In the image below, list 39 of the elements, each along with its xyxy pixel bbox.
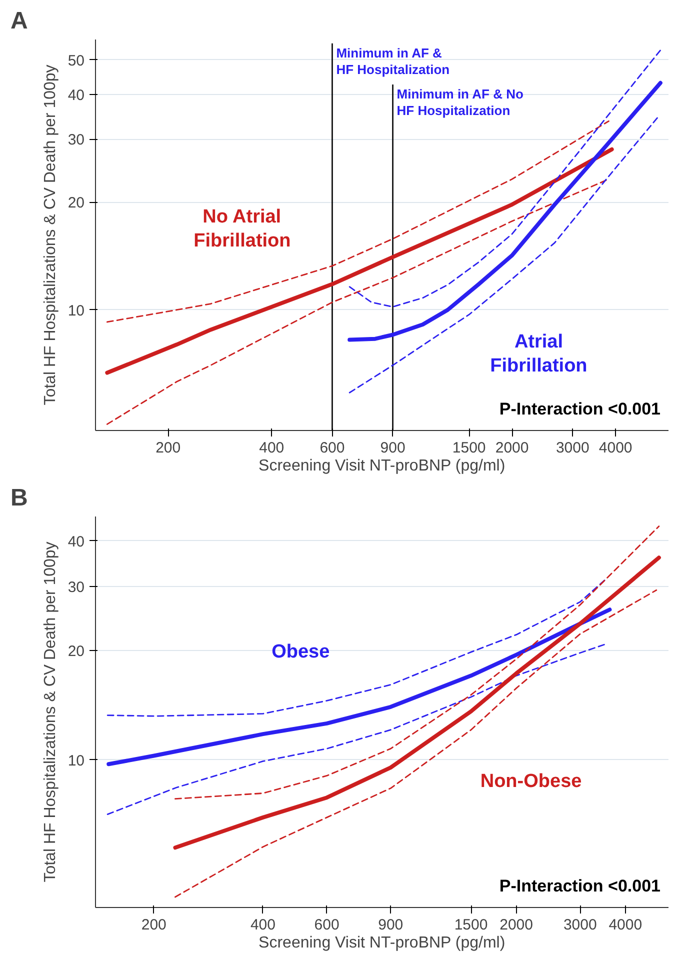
x-tick-label: 600: [320, 440, 345, 456]
ref-line-label: Minimum in AF & No HF Hospitalization: [396, 86, 524, 118]
y-tick-label: 40: [68, 87, 85, 104]
ref-line-label: Minimum in AF & HF Hospitalization: [336, 45, 450, 77]
x-tick-label: 3000: [563, 916, 597, 934]
x-axis-title: Screening Visit NT-proBNP (pg/ml): [258, 458, 506, 474]
text: Non-Obese: [480, 770, 582, 792]
chart-title: B: [10, 484, 28, 512]
x-tick-label: 3000: [556, 440, 590, 456]
x-tick-label: 1500: [454, 916, 488, 934]
annotation: P-Interaction <0.001: [499, 876, 660, 896]
x-tick-label: 200: [141, 916, 166, 934]
x-tick-label: 400: [250, 916, 276, 934]
x-axis-title: Screening Visit NT-proBNP (pg/ml): [258, 934, 506, 952]
x-tick-label: 600: [314, 916, 340, 934]
x-tick-label: 4000: [598, 440, 632, 456]
x-tick-label: 4000: [608, 916, 642, 934]
x-tick-label: 1500: [452, 440, 486, 456]
chart-title: A: [10, 8, 28, 34]
y-tick-label: 40: [68, 533, 85, 550]
y-tick-label: 20: [68, 642, 85, 660]
y-tick-label: 20: [68, 194, 85, 212]
text: Atrial Fibrillation: [490, 332, 588, 377]
x-tick-label: 200: [156, 440, 181, 456]
y-tick-label: 10: [68, 302, 85, 320]
y-tick-label: 50: [68, 52, 85, 70]
y-tick-label: 10: [68, 752, 85, 770]
y-tick-label: 30: [68, 132, 85, 149]
annotation: P-Interaction <0.001: [499, 400, 660, 418]
x-tick-label: 900: [380, 440, 406, 456]
y-axis-title: Total HF Hospitalizations & CV Death per 100py: [42, 542, 59, 882]
x-tick-label: 2000: [495, 440, 529, 456]
text: No Atrial Fibrillation: [194, 206, 291, 252]
x-tick-label: 900: [378, 916, 404, 934]
y-tick-label: 30: [68, 578, 85, 596]
x-tick-label: 400: [259, 440, 284, 456]
text: Obese: [272, 641, 330, 662]
y-axis-title: Total HF Hospitalizations & CV Death per 100py: [42, 64, 59, 406]
x-tick-label: 2000: [500, 916, 533, 934]
